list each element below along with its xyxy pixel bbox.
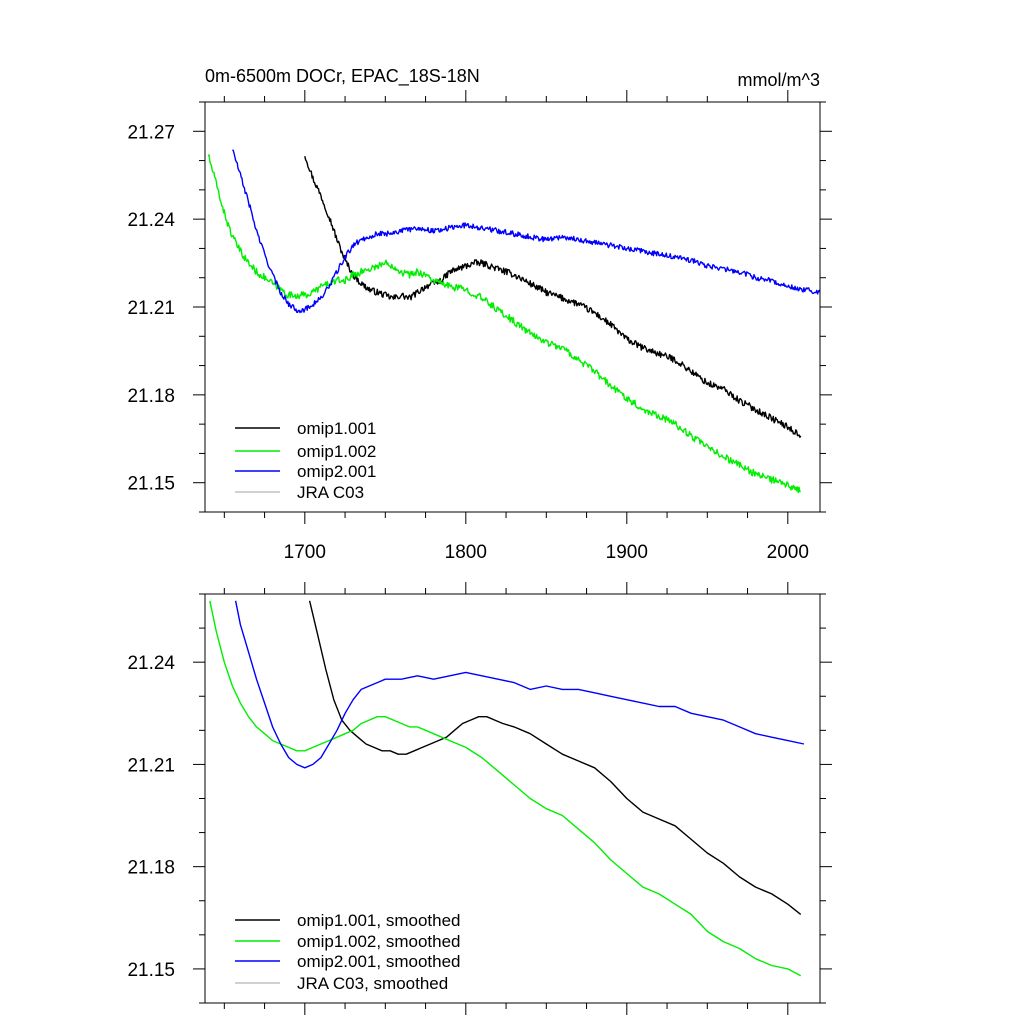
legend-label: JRA C03 <box>297 483 364 502</box>
y-tick-label: 21.27 <box>127 122 175 143</box>
y-tick-label: 21.18 <box>127 858 175 879</box>
legend-label: omip2.001 <box>297 462 376 481</box>
series-line <box>304 156 802 438</box>
y-tick-label: 21.21 <box>127 298 175 319</box>
y-tick-label: 21.15 <box>127 960 175 981</box>
y-tick-label: 21.21 <box>127 755 175 776</box>
panel-top: 0m-6500m DOCr, EPAC_18S-18N mmol/m^3 170… <box>127 66 832 563</box>
y-tick-label: 21.18 <box>127 386 175 407</box>
legend-entry: omip2.001, smoothed <box>235 952 461 971</box>
series-line <box>308 600 802 915</box>
legend: omip1.001 omip1.002 omip2.001 JRA C03 <box>235 419 376 502</box>
legend-label: omip1.002 <box>297 442 376 461</box>
series-line <box>232 149 820 314</box>
series-layer <box>209 600 805 977</box>
x-tick-label: 1900 <box>606 542 648 563</box>
y-tick-label: 21.15 <box>127 474 175 495</box>
legend-label: omip2.001, smoothed <box>297 952 461 971</box>
y-tick-label: 21.24 <box>127 210 175 231</box>
legend-entry: omip1.001 <box>235 419 376 438</box>
axis-layer: 1700 1800 1900 2000 21.15 21.18 21.21 21.24 21.2… <box>127 90 832 563</box>
legend-label: JRA C03, smoothed <box>297 974 448 993</box>
legend-entry: JRA C03, smoothed <box>235 974 448 993</box>
series-line <box>209 600 802 977</box>
x-tick-label: 1800 <box>445 542 487 563</box>
y-tick-label: 21.24 <box>127 653 175 674</box>
legend-label: omip1.001 <box>297 419 376 438</box>
series-line <box>207 154 801 494</box>
legend: omip1.001, smoothed omip1.002, smoothed … <box>235 911 461 993</box>
legend-label: omip1.001, smoothed <box>297 911 461 930</box>
legend-entry: JRA C03 <box>235 483 364 502</box>
series-line <box>234 600 805 769</box>
x-tick-label: 1700 <box>284 542 326 563</box>
legend-entry: omip1.002 <box>235 442 376 461</box>
legend-label: omip1.002, smoothed <box>297 932 461 951</box>
units-label: mmol/m^3 <box>738 70 820 90</box>
axis-layer: 21.15 21.18 21.21 21.24 <box>127 582 832 1015</box>
series-layer <box>207 149 820 494</box>
legend-entry: omip1.001, smoothed <box>235 911 461 930</box>
legend-entry: omip2.001 <box>235 462 376 481</box>
panel-bottom: 21.15 21.18 21.21 21.24 omip1.001, smoothed… <box>127 582 832 1015</box>
legend-entry: omip1.002, smoothed <box>235 932 461 951</box>
x-tick-label: 2000 <box>767 542 809 563</box>
plot-title: 0m-6500m DOCr, EPAC_18S-18N <box>205 66 480 87</box>
